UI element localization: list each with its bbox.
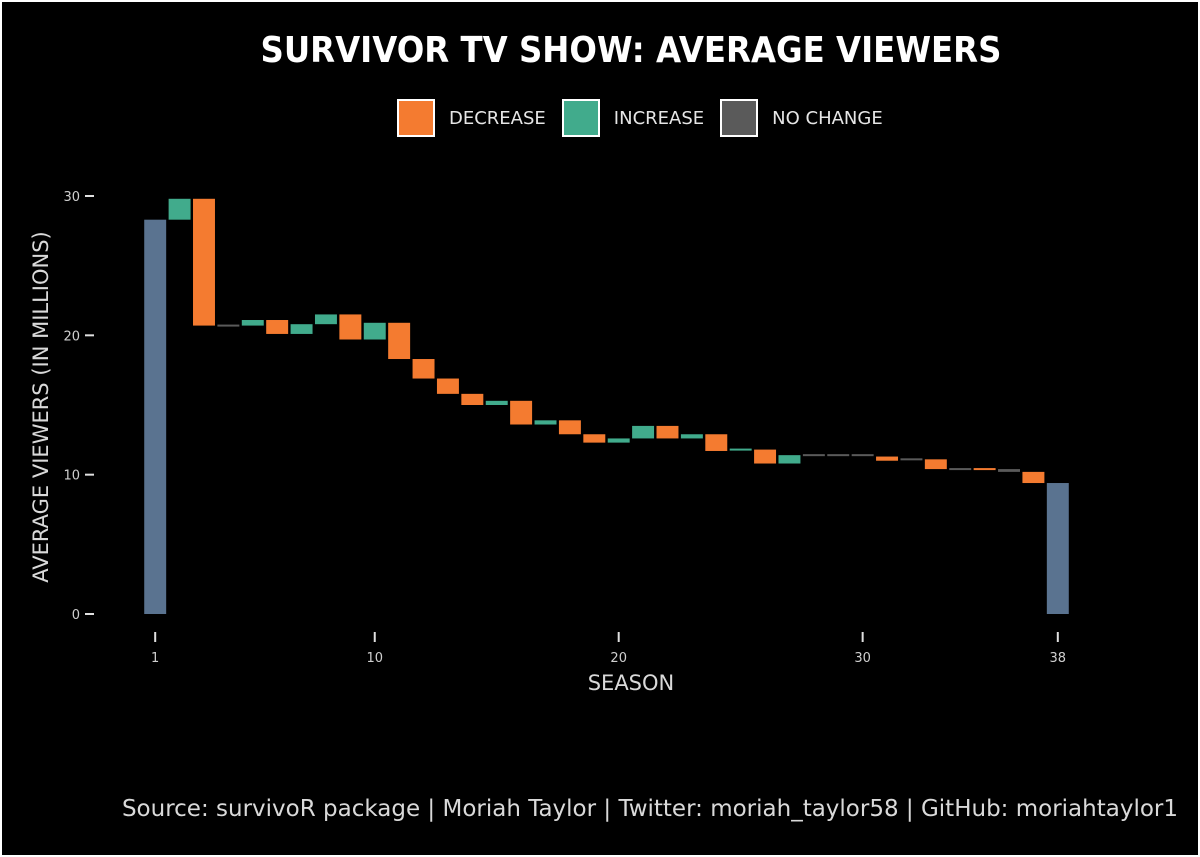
bar-season-5 [241, 320, 264, 326]
bar-season-12 [412, 359, 435, 379]
bar-season-26 [754, 449, 777, 464]
y-tick-label-20: 20 [63, 329, 80, 344]
chart-title: SURVIVOR TV SHOW: AVERAGE VIEWERS [260, 30, 1002, 71]
bar-season-34 [949, 468, 972, 471]
bar-season-23 [680, 434, 703, 439]
bar-season-21 [632, 425, 655, 439]
y-axis: 0 10 20 30 [63, 190, 94, 623]
bars [144, 198, 1069, 614]
bar-season-13 [436, 378, 459, 394]
x-tick-label-20: 20 [610, 651, 627, 666]
y-tick-label-10: 10 [63, 469, 80, 484]
bar-season-10 [363, 322, 386, 340]
legend-item-increase: INCREASE [561, 99, 705, 137]
bar-season-2 [168, 198, 191, 220]
bar-season-32 [900, 458, 923, 461]
bar-season-24 [705, 434, 728, 451]
bar-season-14 [461, 393, 484, 405]
bar-season-17 [534, 420, 557, 425]
x-tick-label-1: 1 [151, 651, 159, 666]
bar-season-33 [924, 459, 947, 470]
bar-season-19 [583, 434, 606, 443]
bar-season-31 [876, 456, 899, 461]
bar-season-35 [973, 468, 996, 471]
source-caption: Source: survivoR package | Moriah Taylor… [121, 796, 1178, 822]
legend-swatch-no-change [720, 99, 759, 137]
bar-season-11 [388, 322, 411, 360]
legend-label-no-change: NO CHANGE [772, 107, 883, 129]
legend-swatch-increase [561, 99, 600, 137]
bar-season-4 [217, 324, 240, 327]
legend-item-no-change: NO CHANGE [720, 99, 883, 137]
x-axis: 1 10 20 30 38 [151, 632, 1066, 666]
bar-season-29 [827, 454, 850, 457]
legend-swatch-decrease [397, 99, 435, 137]
bar-season-36 [998, 469, 1020, 472]
bar-season-37 [1022, 471, 1045, 484]
bar-season-7 [290, 324, 313, 334]
bar-season-38 [1046, 483, 1069, 614]
bar-season-3 [193, 198, 215, 326]
bar-season-28 [802, 454, 825, 457]
x-tick-label-10: 10 [366, 651, 383, 666]
legend-item-decrease: DECREASE [397, 99, 546, 137]
legend-label-decrease: DECREASE [449, 107, 546, 129]
bar-season-6 [266, 320, 289, 334]
x-tick-label-30: 30 [854, 651, 871, 666]
y-tick-label-0: 0 [72, 608, 80, 623]
x-tick-label-38: 38 [1050, 651, 1067, 666]
x-axis-title: SEASON [588, 671, 675, 695]
bar-season-1 [144, 219, 167, 614]
bar-season-15 [485, 400, 508, 405]
legend-label-increase: INCREASE [613, 107, 705, 129]
y-tick-label-30: 30 [63, 190, 80, 205]
bar-season-30 [851, 454, 874, 457]
bar-season-27 [778, 455, 801, 464]
bar-season-8 [314, 314, 337, 325]
bar-season-20 [607, 438, 630, 443]
bar-season-22 [656, 425, 679, 439]
legend: DECREASE INCREASE NO CHANGE [397, 97, 899, 139]
y-axis-title: AVERAGE VIEWERS (IN MILLIONS) [29, 231, 53, 583]
bar-season-16 [510, 400, 533, 425]
bar-season-9 [339, 314, 362, 340]
bar-season-18 [558, 420, 581, 435]
bar-season-25 [729, 448, 752, 451]
